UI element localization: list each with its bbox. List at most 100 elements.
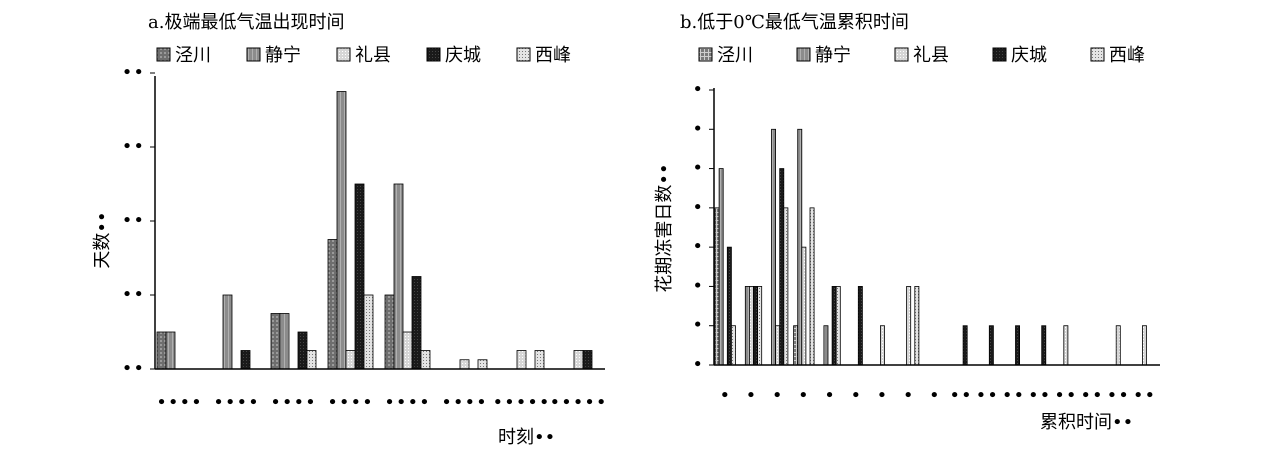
- y-tick-label-5: •: [692, 158, 704, 179]
- bar-静宁-2: [771, 128, 776, 366]
- bar-庆城-0: [726, 246, 732, 366]
- legend-swatch-0: [156, 47, 171, 62]
- bar-静宁-1: [744, 286, 750, 366]
- chart-b-xlabel: 累积时间••: [1040, 412, 1133, 433]
- bar-西峰-2: [783, 207, 789, 366]
- bar-静宁-1: [222, 294, 233, 370]
- bar-庆城-12: [1041, 325, 1047, 366]
- chart-a-xlabel: 时刻••: [498, 427, 555, 448]
- bar-静宁-0: [718, 168, 724, 366]
- legend-swatch-2: [894, 47, 909, 62]
- y-tick-label-1: •: [692, 315, 704, 336]
- bar-庆城-4: [411, 276, 422, 370]
- x-tick-label-3: ••••: [327, 392, 373, 413]
- x-tick-label-5: ••••: [441, 392, 487, 413]
- legend-label-4: 西峰: [1109, 45, 1145, 66]
- legend-label-3: 庆城: [1011, 45, 1047, 66]
- bar-礼县-7: [573, 350, 584, 370]
- bar-西峰-5: [477, 359, 488, 370]
- legend-label-1: 静宁: [815, 45, 851, 66]
- y-tick-label-0: •: [692, 354, 704, 375]
- legend-label-2: 礼县: [913, 45, 949, 66]
- legend-label-2: 礼县: [355, 45, 391, 66]
- x-tick-label-6: •: [877, 385, 889, 406]
- chart-b-y-ticks: • • • • • • • •: [692, 79, 714, 375]
- legend-swatch-4: [516, 47, 531, 62]
- legend-label-3: 庆城: [445, 45, 481, 66]
- x-tick-label-11: ••: [1002, 385, 1025, 406]
- x-tick-label-0: •: [719, 385, 731, 406]
- bar-礼县-6: [880, 325, 885, 366]
- legend-swatch-1: [246, 47, 261, 62]
- bar-西峰-3: [809, 207, 815, 366]
- bar-泾川-0: [714, 207, 720, 366]
- chart-a-x-ticks: •••• •••• •••• •••• •••• •••• ••••••••••: [156, 392, 606, 413]
- legend-swatch-0: [698, 47, 713, 62]
- bar-西峰-7: [914, 286, 920, 366]
- y-tick-label-3: •: [692, 236, 704, 257]
- chart-a-legend: 泾川 静宁 礼县 庆城 西峰: [156, 45, 571, 66]
- x-tick-label-15: ••: [1107, 385, 1130, 406]
- legend-swatch-4: [1090, 47, 1105, 62]
- y-tick-label-7: •: [692, 79, 704, 100]
- x-tick-label-6: •••••: [492, 392, 550, 413]
- bar-静宁-4: [393, 183, 404, 370]
- y-tick-label-6: •: [692, 118, 704, 139]
- bar-礼县-2: [775, 325, 781, 366]
- legend-swatch-1: [796, 47, 811, 62]
- bar-西峰-4: [835, 286, 841, 366]
- bar-泾川-3: [327, 239, 338, 370]
- y-tick-label-2: •: [692, 275, 704, 296]
- bar-礼县-3: [801, 246, 807, 366]
- y-tick-label-4: •: [692, 197, 704, 218]
- legend-swatch-3: [992, 47, 1007, 62]
- x-tick-label-7: •: [903, 385, 915, 406]
- x-tick-label-2: ••••: [270, 392, 316, 413]
- chart-a-y-ticks: •• •• •• •• ••: [122, 62, 155, 379]
- chart-a: a.极端最低气温出现时间 泾川 静宁 礼县 庆城 西峰 •••••••••• •••• •…: [92, 12, 607, 448]
- legend-swatch-2: [336, 47, 351, 62]
- legend-label-4: 西峰: [535, 45, 571, 66]
- chart-b-title: b.低于0℃最低气温累积时间: [680, 12, 909, 33]
- x-tick-label-13: ••: [1054, 385, 1077, 406]
- bar-泾川-4: [384, 294, 395, 370]
- bar-庆城-3: [354, 183, 365, 370]
- x-tick-label-5: •: [850, 385, 862, 406]
- bar-西峰-1: [757, 286, 763, 366]
- bar-庆城-10: [988, 325, 994, 366]
- bar-泾川-3: [793, 325, 799, 366]
- bar-西峰-6: [534, 350, 545, 370]
- y-tick-label-1: ••: [122, 284, 145, 305]
- bar-泾川-2: [270, 313, 281, 370]
- chart-b-legend: 泾川 静宁 礼县 庆城 西峰: [698, 45, 1145, 66]
- bar-庆城-11: [1015, 325, 1020, 366]
- x-tick-label-9: ••: [949, 385, 972, 406]
- bar-庆城-4: [831, 286, 837, 366]
- bar-礼县-16: [1142, 325, 1147, 366]
- y-tick-label-4: ••: [122, 62, 145, 83]
- bar-礼县-3: [345, 350, 356, 370]
- bar-礼县-4: [402, 331, 413, 370]
- x-tick-label-4: ••••: [384, 392, 430, 413]
- x-tick-label-10: ••: [976, 385, 999, 406]
- x-tick-label-3: •: [798, 385, 810, 406]
- y-tick-label-2: ••: [122, 210, 145, 231]
- x-tick-label-14: ••: [1080, 385, 1103, 406]
- y-tick-label-3: ••: [122, 136, 145, 157]
- bar-礼县-13: [1063, 325, 1069, 366]
- chart-b: b.低于0℃最低气温累积时间 泾川 静宁 礼县 庆城 西峰 •••••••• • • • • •…: [654, 12, 1160, 433]
- y-tick-label-0: ••: [122, 358, 145, 379]
- bar-礼县-6: [516, 350, 527, 370]
- bar-礼县-5: [459, 359, 470, 370]
- x-tick-label-12: ••: [1028, 385, 1051, 406]
- bar-礼县-7: [906, 286, 912, 366]
- bar-静宁-3: [336, 91, 347, 370]
- x-tick-label-4: •: [824, 385, 836, 406]
- legend-label-1: 静宁: [265, 45, 301, 66]
- bar-西峰-2: [306, 350, 317, 370]
- bar-庆城-1: [753, 286, 758, 366]
- bar-西峰-3: [363, 294, 374, 370]
- bar-礼县-1: [749, 286, 754, 366]
- bar-静宁-4: [823, 325, 829, 366]
